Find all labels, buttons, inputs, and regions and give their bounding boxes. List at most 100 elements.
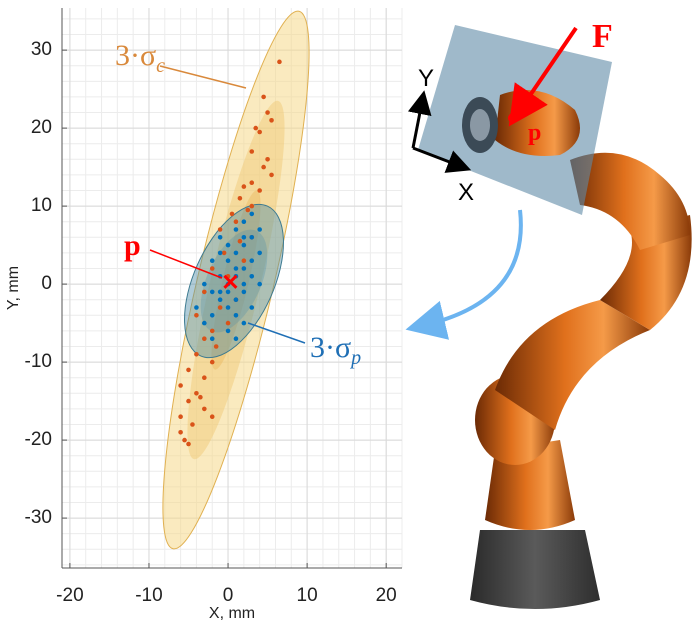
point xyxy=(202,289,207,295)
point xyxy=(209,328,215,334)
sigma-p-label: 3·σp xyxy=(310,331,361,369)
point xyxy=(233,227,239,232)
force-arrow xyxy=(508,26,578,127)
annotations: 3·σc 3·σp p xyxy=(115,39,361,369)
point xyxy=(225,289,231,295)
point xyxy=(217,305,223,310)
point xyxy=(186,367,191,373)
point xyxy=(202,281,207,287)
point xyxy=(178,383,183,388)
point xyxy=(253,125,259,131)
x-tick-label: -20 xyxy=(56,585,83,606)
x-axis-label: X, mm xyxy=(209,605,255,622)
point xyxy=(225,242,231,248)
label-subscript: c xyxy=(156,55,165,77)
point xyxy=(209,414,215,419)
y-tick-label: 30 xyxy=(31,39,52,60)
label-text: 3·σ xyxy=(310,331,351,364)
point xyxy=(186,398,191,404)
point xyxy=(202,320,207,326)
y-frame-arrow xyxy=(407,90,432,149)
robot-link xyxy=(600,215,692,330)
point xyxy=(257,129,262,135)
point-label: p xyxy=(528,120,541,146)
point xyxy=(209,289,215,295)
points xyxy=(178,59,282,447)
point xyxy=(249,211,255,217)
point xyxy=(233,266,239,271)
point xyxy=(241,320,247,326)
point xyxy=(209,359,215,365)
leader-line xyxy=(247,322,306,344)
force-label: F xyxy=(592,18,613,55)
x-frame-label: X xyxy=(458,179,474,206)
point xyxy=(202,375,207,380)
point xyxy=(257,188,262,193)
end-effector-face xyxy=(470,109,490,141)
axes: -20 -10 0 10 20 -30 -20 -10 0 10 20 30 xyxy=(25,8,402,606)
point xyxy=(241,258,247,264)
point xyxy=(277,59,282,65)
sigma-c-label: 3·σc xyxy=(115,39,165,77)
y-tick-label: -30 xyxy=(25,507,52,528)
point xyxy=(178,429,183,435)
point xyxy=(225,305,231,310)
x-tick-label: -10 xyxy=(135,585,162,606)
point xyxy=(202,336,207,341)
projection-arrow xyxy=(405,209,523,340)
point xyxy=(241,281,247,287)
point xyxy=(229,211,235,217)
point xyxy=(198,394,203,400)
leader-line xyxy=(159,65,247,89)
contact-point xyxy=(508,113,518,123)
y-frame-label: Y xyxy=(418,65,434,92)
point xyxy=(209,336,215,341)
point xyxy=(225,320,231,326)
point xyxy=(265,157,270,162)
robot-base xyxy=(470,530,600,609)
point xyxy=(217,235,223,240)
y-axis-label: Y, mm xyxy=(5,266,22,310)
point xyxy=(269,172,274,178)
point xyxy=(233,219,239,225)
point xyxy=(194,351,199,357)
y-tick-label: 10 xyxy=(31,195,52,216)
label-subscript: p xyxy=(349,347,361,369)
robot-link xyxy=(495,300,650,430)
point xyxy=(182,437,187,443)
point xyxy=(190,422,195,427)
robot-illustration: F p X Y xyxy=(405,18,692,609)
label-text: 3·σ xyxy=(115,39,156,72)
point xyxy=(225,258,231,264)
ellipse-1sigma-c xyxy=(211,190,261,370)
x-frame-arrow xyxy=(412,146,472,173)
point xyxy=(269,118,274,123)
x-tick-label: 20 xyxy=(376,585,397,606)
uncertainty-ellipses xyxy=(162,10,310,550)
point xyxy=(209,266,215,271)
y-tick-label: 0 xyxy=(41,273,52,294)
point xyxy=(257,281,262,287)
x-tick-label: 10 xyxy=(297,585,318,606)
point xyxy=(194,390,199,396)
y-tick-label: -10 xyxy=(25,351,52,372)
point xyxy=(209,258,215,264)
point xyxy=(237,196,243,201)
point xyxy=(265,110,270,115)
y-tick-label: -20 xyxy=(25,429,52,450)
point xyxy=(249,258,255,264)
point xyxy=(233,250,239,256)
point xyxy=(209,312,215,318)
point xyxy=(217,297,223,302)
point xyxy=(257,227,262,232)
point xyxy=(257,250,262,256)
point xyxy=(194,305,199,310)
x-tick-label: 0 xyxy=(223,585,234,606)
point xyxy=(233,336,239,341)
point xyxy=(217,250,223,256)
point xyxy=(217,289,223,295)
point xyxy=(249,274,255,279)
point xyxy=(233,312,239,318)
y-tick-label: 20 xyxy=(31,117,52,138)
